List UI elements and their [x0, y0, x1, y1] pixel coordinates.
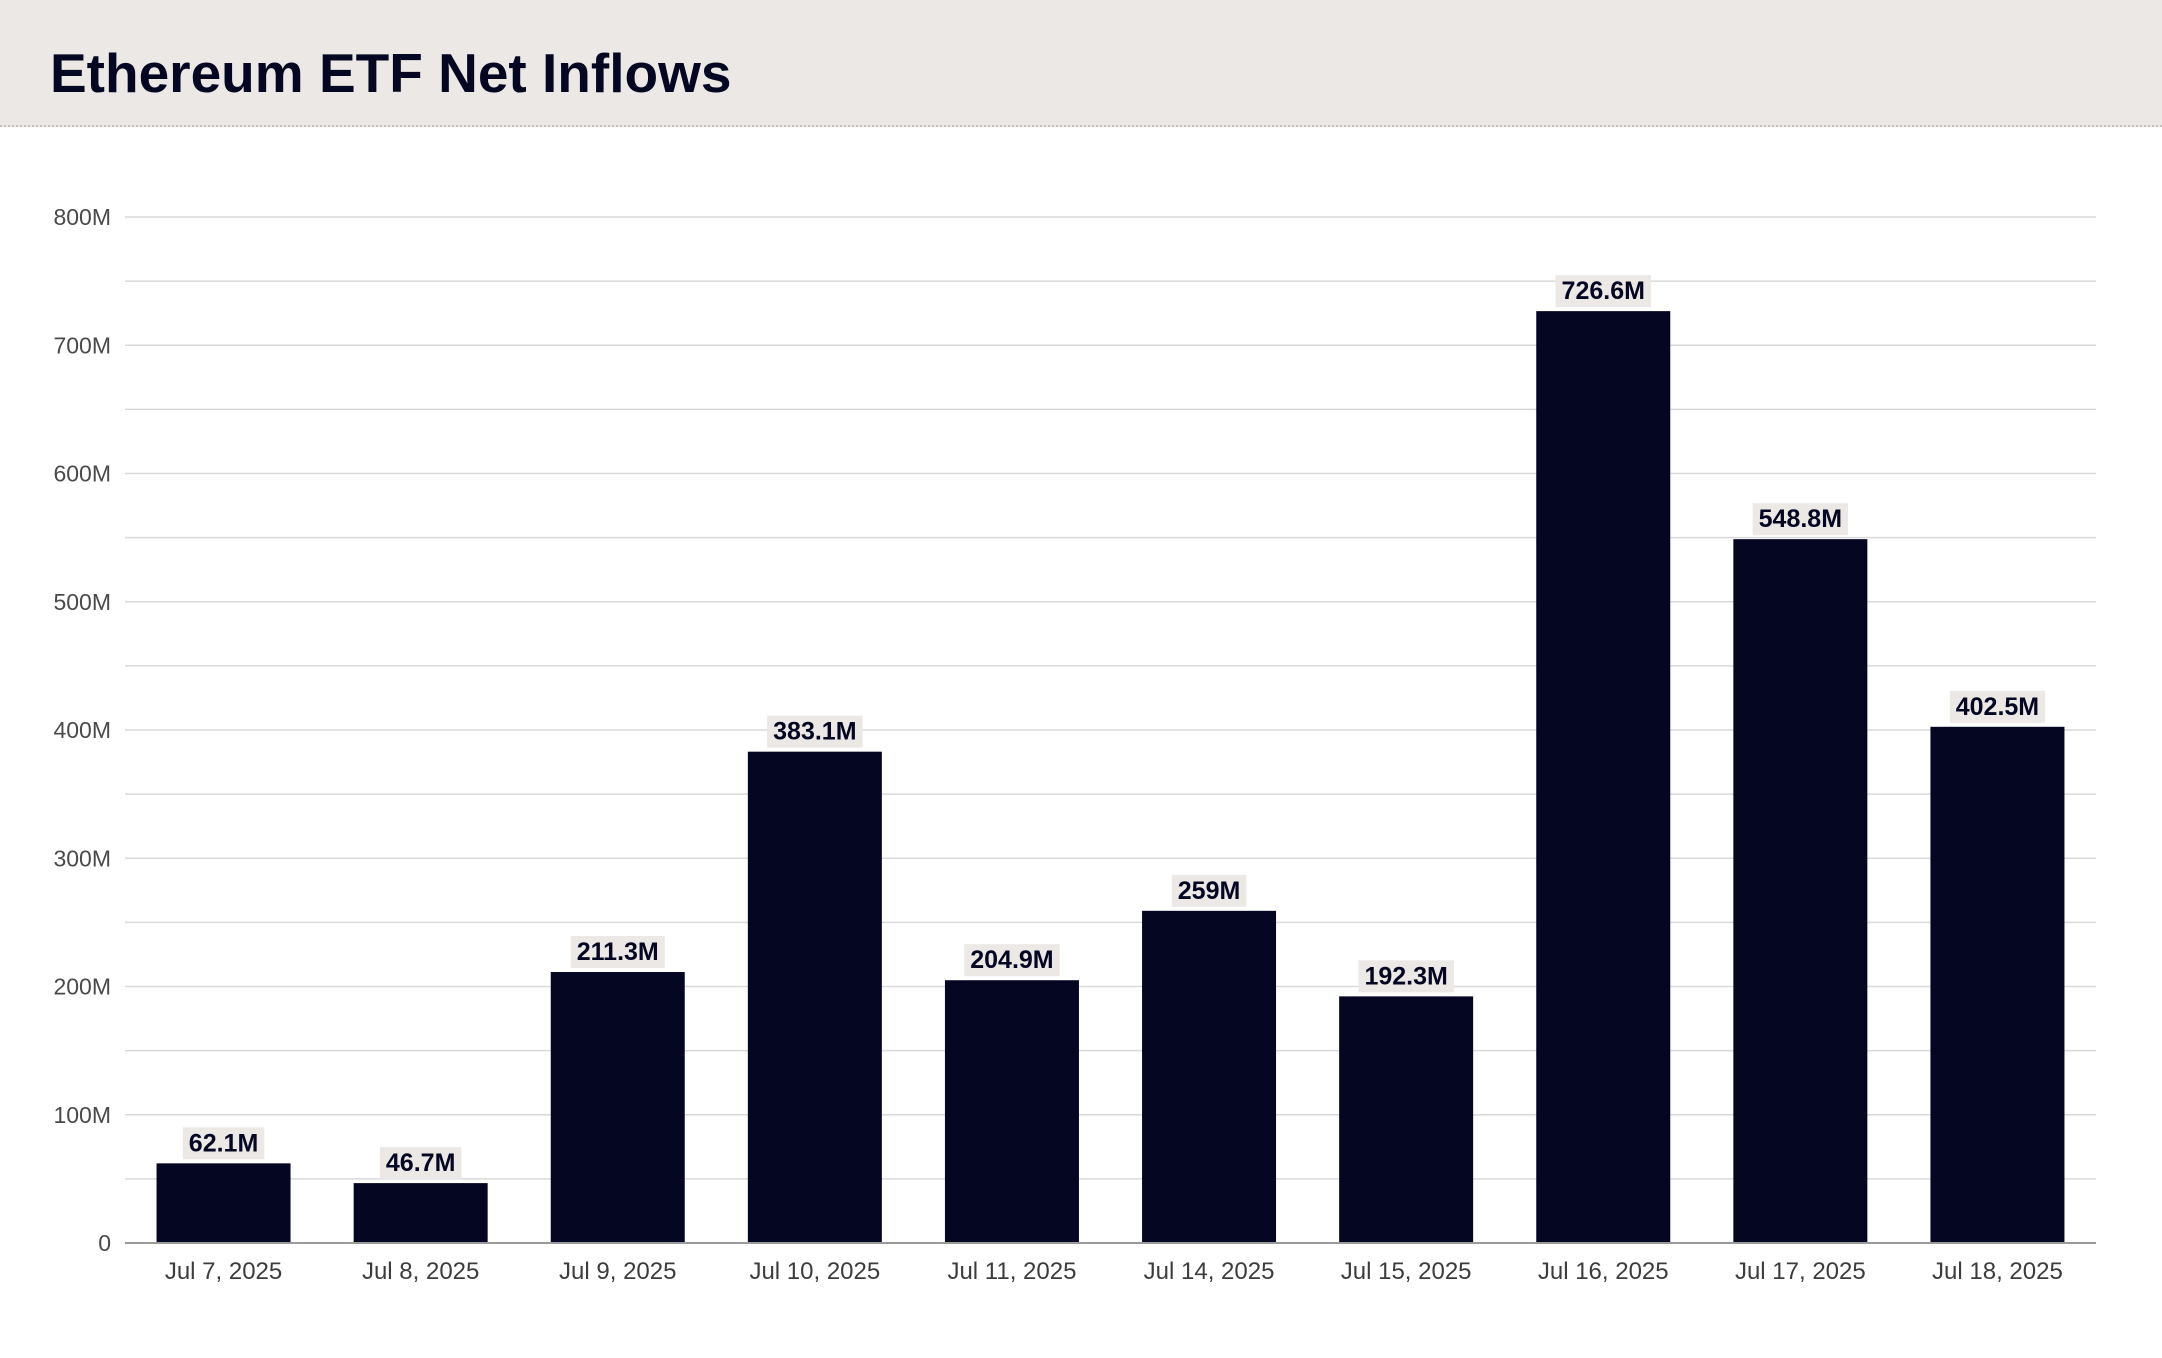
data-label: 46.7M — [379, 1147, 462, 1180]
data-label: 211.3M — [570, 936, 665, 969]
y-tick-label: 500M — [53, 589, 111, 615]
data-label-text: 726.6M — [1562, 277, 1645, 305]
bar — [944, 980, 1079, 1243]
data-label-text: 62.1M — [189, 1129, 258, 1157]
y-tick-label: 100M — [53, 1102, 111, 1128]
x-tick-label: Jul 9, 2025 — [559, 1258, 676, 1285]
y-tick-label: 200M — [53, 974, 111, 1000]
bar — [1536, 311, 1671, 1243]
y-tick-label: 400M — [53, 717, 111, 743]
x-tick-label: Jul 17, 2025 — [1735, 1258, 1866, 1285]
data-label: 259M — [1171, 874, 1247, 907]
data-label-text: 46.7M — [386, 1149, 455, 1177]
data-label-text: 259M — [1178, 877, 1241, 905]
data-label-bg — [1555, 275, 1651, 308]
data-label: 548.8M — [1752, 503, 1849, 536]
bar — [156, 1163, 291, 1243]
bar — [550, 972, 685, 1243]
data-label-bg — [182, 1127, 265, 1160]
data-label-text: 548.8M — [1759, 505, 1842, 533]
data-label: 62.1M — [182, 1127, 265, 1160]
x-tick-label: Jul 8, 2025 — [362, 1258, 479, 1285]
bar — [1142, 910, 1277, 1243]
data-label: 402.5M — [1949, 690, 2046, 723]
data-label-bg — [1949, 690, 2046, 723]
y-tick-label: 600M — [53, 461, 111, 487]
bars — [156, 311, 2065, 1243]
data-label-bg — [1358, 960, 1454, 993]
data-label-text: 383.1M — [773, 718, 856, 746]
data-label-text: 204.9M — [970, 946, 1053, 974]
x-tick-label: Jul 14, 2025 — [1144, 1258, 1275, 1285]
y-tick-label: 0 — [98, 1230, 111, 1256]
bar — [1733, 539, 1868, 1243]
x-tick-label: Jul 16, 2025 — [1538, 1258, 1669, 1285]
data-label: 383.1M — [767, 715, 863, 748]
bar — [353, 1183, 488, 1243]
bar — [1930, 726, 2065, 1243]
x-tick-label: Jul 18, 2025 — [1932, 1258, 2063, 1285]
data-label-bg — [379, 1147, 462, 1180]
y-tick-label: 800M — [53, 204, 111, 230]
data-label: 726.6M — [1555, 275, 1651, 308]
data-label: 204.9M — [964, 944, 1060, 977]
chart-title: Ethereum ETF Net Inflows — [50, 42, 732, 104]
bar — [1339, 996, 1474, 1243]
data-label-bg — [570, 936, 665, 969]
x-tick-label: Jul 7, 2025 — [165, 1258, 282, 1285]
data-label: 192.3M — [1358, 960, 1454, 993]
x-tick-label: Jul 11, 2025 — [947, 1258, 1076, 1285]
bar — [747, 751, 882, 1243]
data-label-text: 211.3M — [577, 938, 659, 966]
data-label-bg — [1171, 874, 1247, 907]
data-label-bg — [767, 715, 863, 748]
y-axis-ticks: 0 100M 200M 300M 400M 500M 600M 700M 800M — [53, 204, 111, 1256]
data-label-text: 192.3M — [1364, 962, 1447, 990]
y-tick-label: 300M — [53, 845, 111, 871]
chart-header: Ethereum ETF Net Inflows — [0, 0, 2162, 127]
data-labels: 62.1M 46.7M 211.3M 383.1M 204.9M 259M 192.3M 72… — [182, 275, 2046, 1180]
x-tick-label: Jul 10, 2025 — [749, 1258, 880, 1285]
data-label-text: 402.5M — [1956, 693, 2039, 721]
x-tick-label: Jul 15, 2025 — [1341, 1258, 1472, 1285]
data-label-bg — [1752, 503, 1849, 536]
y-tick-label: 700M — [53, 332, 111, 358]
x-axis-ticks: Jul 7, 2025 Jul 8, 2025 Jul 9, 2025 Jul 10,… — [165, 1258, 2063, 1285]
data-label-bg — [964, 944, 1060, 977]
